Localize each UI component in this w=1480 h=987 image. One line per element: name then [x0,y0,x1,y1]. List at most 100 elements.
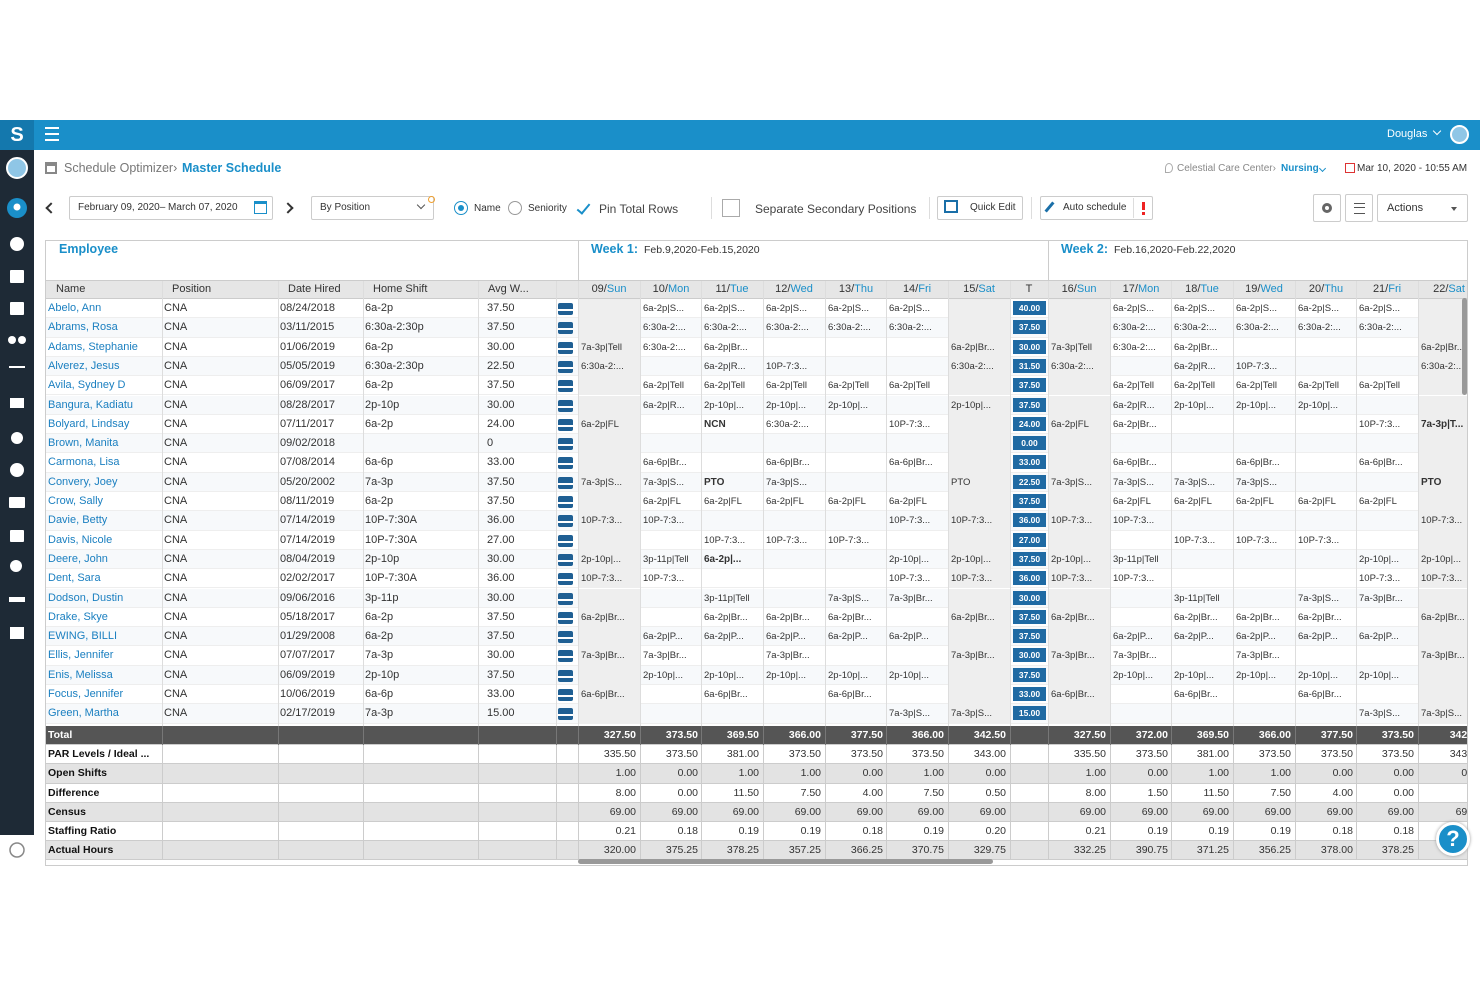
row-menu-button[interactable] [558,553,573,566]
shift-cell[interactable]: 6a-2p|FL [766,496,804,507]
shift-cell[interactable]: 10P-7:3... [1359,573,1401,585]
row-menu-button[interactable] [558,360,573,373]
shift-cell[interactable]: 7a-3p|S... [766,476,808,488]
shift-cell[interactable]: 6a-6p|Br... [704,689,748,700]
shift-cell[interactable]: 7a-3p|S... [1113,476,1155,488]
shift-cell[interactable]: 6a-2p|P... [1298,631,1338,643]
shift-cell[interactable]: 10P-7:3... [581,515,623,527]
shift-cell[interactable]: 6a-6p|Br... [1236,457,1280,469]
shift-cell[interactable]: 10P-7:3... [1236,360,1278,372]
shift-cell[interactable]: 6a-2p|Tell [889,380,931,392]
shift-cell[interactable]: 6:30a-2:... [1113,341,1156,353]
facility[interactable]: Celestial Care Center› [1177,163,1276,174]
h-scrollbar[interactable] [578,859,993,864]
shift-cell[interactable]: 6a-2p|FL [704,496,742,507]
shift-cell[interactable]: 10P-7:3... [1421,573,1463,585]
shift-cell[interactable]: NCN [704,418,726,430]
employee-name[interactable]: Abelo, Ann [48,302,102,314]
employee-name[interactable]: Davie, Betty [48,514,108,527]
shift-cell[interactable]: 10P-7:3... [1359,418,1401,430]
shift-cell[interactable]: 2p-10p|... [643,669,683,681]
shift-cell[interactable]: 7a-3p|Tell [581,341,623,353]
shift-cell[interactable]: 2p-10p|... [1051,553,1091,565]
row-menu-button[interactable] [558,399,573,412]
shift-cell[interactable]: 6a-2p|S... [1174,303,1216,314]
shift-cell[interactable]: 6a-2p|FL [1236,496,1274,507]
shift-cell[interactable]: 6a-2p|S... [1236,303,1278,314]
shift-cell[interactable]: 6:30a-2:... [889,322,932,334]
pin-total-checkbox[interactable] [575,200,591,216]
shift-cell[interactable]: 7a-3p|Br... [766,650,810,662]
shift-cell[interactable]: 2p-10p|... [1113,669,1153,681]
shift-cell[interactable]: 6a-2p|P... [1359,631,1399,643]
shift-cell[interactable]: 2p-10p|... [828,399,868,411]
shift-cell[interactable]: 7a-3p|S... [1359,708,1401,720]
row-menu-button[interactable] [558,476,573,489]
shift-cell[interactable]: 6a-2p|FL [889,496,927,507]
shift-cell[interactable]: 10P-7:3... [1421,515,1463,527]
column-header[interactable]: Home Shift [373,283,428,295]
separate-checkbox[interactable] [722,199,740,217]
shift-cell[interactable]: 6a-2p|R... [704,360,746,372]
shift-cell[interactable]: 7a-3p|S... [1236,476,1278,488]
shift-cell[interactable]: 2p-10p|... [1236,669,1276,681]
shift-cell[interactable]: 6a-2p|R... [1113,399,1155,411]
shift-cell[interactable]: 6:30a-2:... [643,322,686,334]
row-menu-button[interactable] [558,689,573,701]
help-button[interactable]: ? [1436,822,1470,856]
shift-cell[interactable]: 7a-3p|S... [1174,476,1216,488]
shift-cell[interactable]: 6:30a-2:... [1113,322,1156,334]
shift-cell[interactable]: 2p-10p|... [581,553,621,565]
shift-cell[interactable]: 6:30a-2:... [766,418,809,430]
shift-cell[interactable]: 6:30a-2:... [1236,322,1279,334]
group-by-select[interactable] [311,196,434,220]
shift-cell[interactable]: 6a-2p|Br... [951,611,995,623]
shift-cell[interactable]: 7a-3p|S... [1298,592,1340,604]
day-header[interactable]: 12/Wed [763,280,825,299]
column-header[interactable]: Position [172,283,212,295]
shift-cell[interactable]: 6a-2p|Br... [951,341,995,353]
shift-cell[interactable]: 7a-3p|Br... [1359,592,1403,604]
day-header[interactable]: 16/Sun [1048,280,1110,299]
shift-cell[interactable]: PTO [951,476,971,488]
shift-cell[interactable]: 2p-10p|... [704,399,744,411]
shift-cell[interactable]: 2p-10p|... [766,399,806,411]
shift-cell[interactable]: 6a-2p|Br... [1113,418,1157,430]
shift-cell[interactable]: 2p-10p|... [1298,669,1338,681]
shift-cell[interactable]: 6a-2p|Br... [704,341,748,353]
employee-name[interactable]: Dodson, Dustin [48,591,124,604]
shift-cell[interactable]: 6a-6p|Br... [1113,457,1157,469]
shift-cell[interactable]: 6a-2p|P... [889,631,929,643]
employee-name[interactable]: Dent, Sara [48,572,101,585]
shift-cell[interactable]: 6a-2p|Tell [1359,380,1401,392]
profile-icon[interactable] [6,157,28,179]
shift-cell[interactable]: 2p-10p|... [1298,399,1338,411]
shift-cell[interactable]: 7a-3p|Br... [1236,650,1280,662]
row-menu-button[interactable] [558,515,573,528]
shift-cell[interactable]: 2p-10p|... [1359,669,1399,681]
day-header[interactable]: 13/Thu [825,280,887,299]
employee-name[interactable]: Ellis, Jennifer [48,649,114,662]
shift-cell[interactable]: 2p-10p|... [1359,553,1399,565]
shift-cell[interactable]: 2p-10p|... [1174,669,1214,681]
employee-name[interactable]: Carmona, Lisa [48,456,120,469]
shift-cell[interactable]: 10P-7:3... [828,534,870,546]
employee-name[interactable]: Bangura, Kadiatu [48,398,134,411]
shift-cell[interactable]: 3p-11p|Tell [704,592,750,604]
employee-name[interactable]: Convery, Joey [48,475,118,488]
shift-cell[interactable]: 6:30a-2:... [766,322,809,334]
shift-cell[interactable]: 6a-2p|S... [643,303,685,314]
column-header[interactable]: Avg W... [488,283,529,295]
shift-cell[interactable]: 7a-3p|S... [889,708,931,720]
column-header[interactable]: Date Hired [288,283,341,295]
shift-cell[interactable]: 6a-2p|Br... [704,611,748,623]
shift-cell[interactable]: 3p-11p|Tell [1113,553,1159,565]
shift-cell[interactable]: 6a-2p|P... [643,631,683,643]
shift-cell[interactable]: 6:30a-2:... [1298,322,1341,334]
employee-name[interactable]: Green, Martha [48,707,119,720]
employee-name[interactable]: Abrams, Rosa [48,321,118,334]
row-menu-button[interactable] [558,669,573,682]
shift-cell[interactable]: 6a-2p|P... [1174,631,1214,643]
shift-cell[interactable]: 2p-10p|... [704,669,744,681]
shift-cell[interactable]: 6a-2p|R... [1174,360,1216,372]
